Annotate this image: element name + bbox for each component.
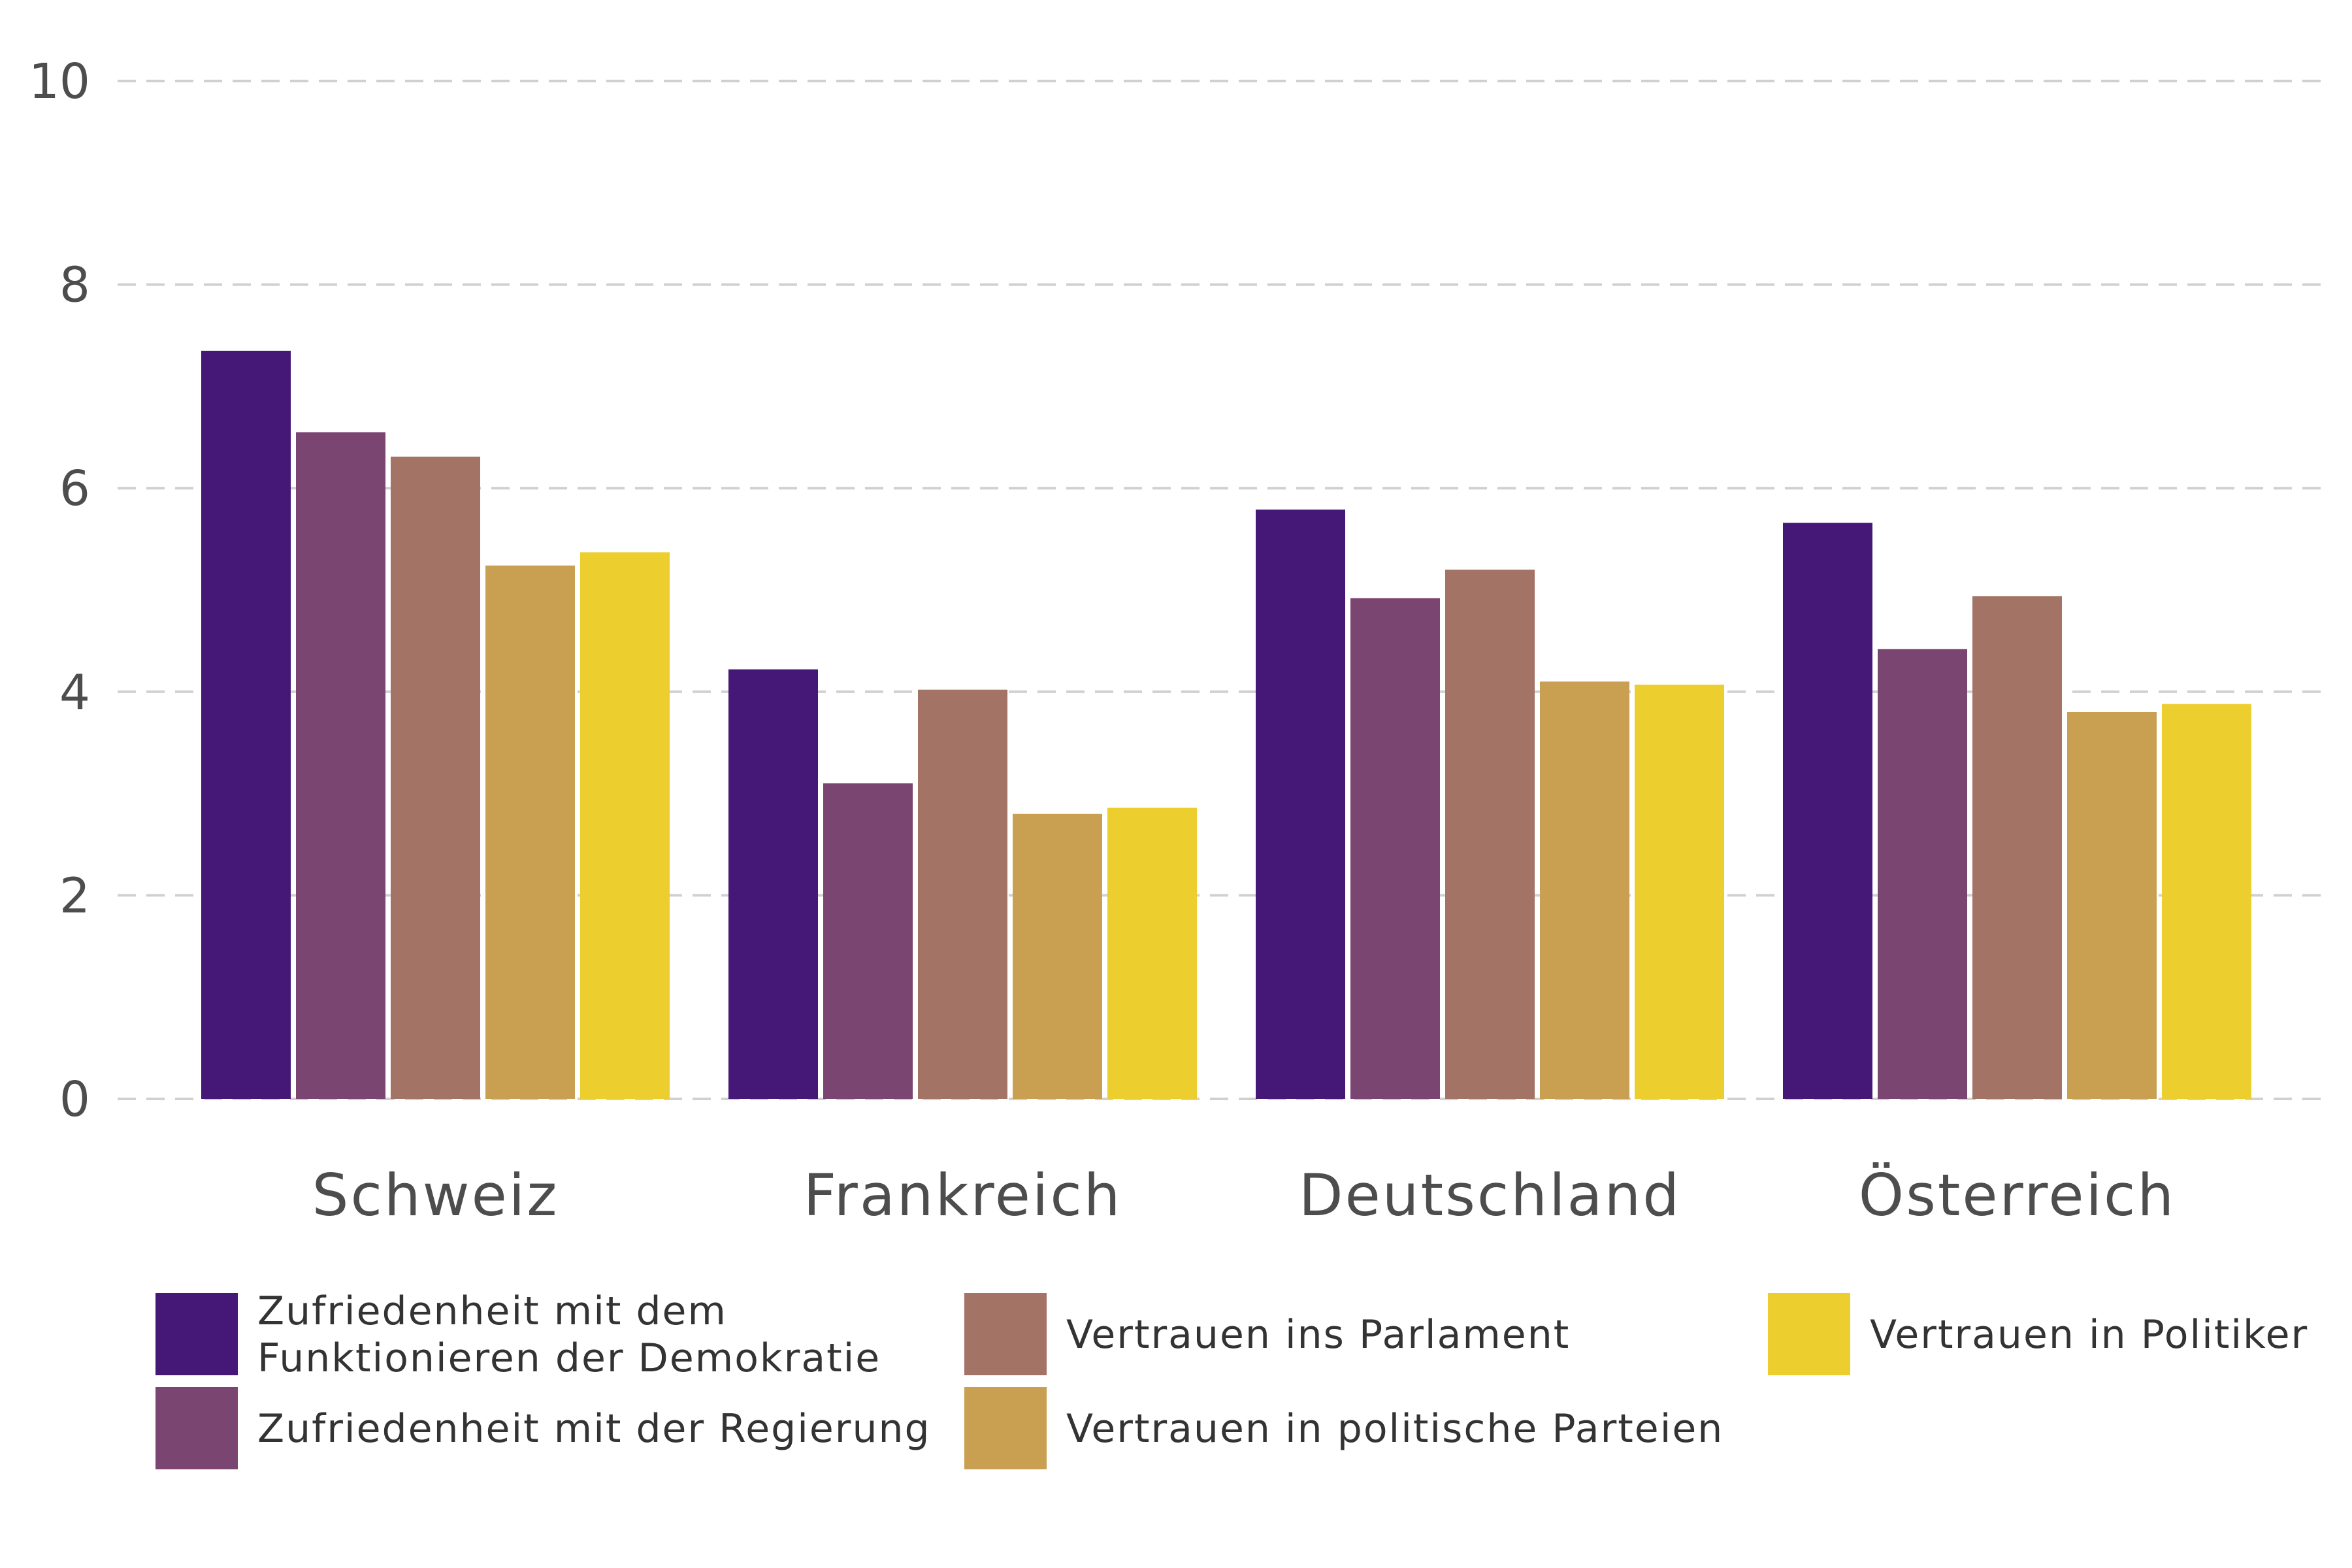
y-tick-label: 2 bbox=[59, 868, 90, 924]
bar-1-1 bbox=[201, 350, 291, 1099]
y-tick-label: 4 bbox=[59, 664, 90, 721]
bar-4-4 bbox=[2067, 711, 2157, 1099]
y-tick-label: 10 bbox=[29, 54, 90, 110]
category-label: Deutschland bbox=[1299, 1162, 1681, 1229]
bar-4-1 bbox=[1783, 523, 1872, 1099]
legend-label: Vertrauen in politische Parteien bbox=[1066, 1406, 1723, 1452]
legend-swatch-4 bbox=[964, 1387, 1047, 1469]
bar-1-3 bbox=[391, 456, 480, 1099]
legend-label: Funktionieren der Demokratie bbox=[257, 1335, 881, 1381]
bar-2-3 bbox=[918, 689, 1007, 1099]
legend-label: Zufriedenheit mit dem bbox=[257, 1288, 727, 1334]
bar-3-3 bbox=[1445, 569, 1535, 1099]
legend-swatch-5 bbox=[1768, 1293, 1850, 1375]
bar-4-2 bbox=[1878, 649, 1967, 1099]
bar-3-2 bbox=[1350, 598, 1440, 1099]
bar-1-5 bbox=[580, 552, 670, 1099]
legend-label: Vertrauen in Politiker bbox=[1870, 1312, 2308, 1358]
bar-1-2 bbox=[296, 432, 385, 1099]
bar-2-1 bbox=[728, 669, 818, 1099]
y-tick-label: 0 bbox=[59, 1071, 90, 1128]
y-tick-label: 8 bbox=[59, 257, 90, 314]
legend-swatch-1 bbox=[155, 1293, 238, 1375]
bar-3-4 bbox=[1540, 681, 1629, 1099]
y-axis-ticks: 0 2 4 6 8 10 bbox=[29, 54, 90, 1128]
category-label: Frankreich bbox=[803, 1162, 1122, 1229]
legend-label: Zufriedenheit mit der Regierung bbox=[257, 1406, 931, 1452]
y-tick-label: 6 bbox=[59, 461, 90, 517]
bar-3-5 bbox=[1635, 684, 1724, 1099]
bar-4-5 bbox=[2162, 704, 2251, 1099]
category-label: Schweiz bbox=[312, 1162, 559, 1229]
bars-layer bbox=[201, 350, 2251, 1099]
bar-2-5 bbox=[1107, 808, 1197, 1099]
legend-label: Vertrauen ins Parlament bbox=[1066, 1312, 1570, 1358]
bar-2-4 bbox=[1013, 813, 1102, 1099]
x-axis-categories: Schweiz Frankreich Deutschland Österreich bbox=[312, 1162, 2176, 1229]
bar-3-1 bbox=[1256, 509, 1345, 1099]
category-label: Österreich bbox=[1859, 1162, 2176, 1229]
bar-1-4 bbox=[485, 565, 575, 1099]
legend-swatch-2 bbox=[155, 1387, 238, 1469]
bar-2-2 bbox=[823, 783, 913, 1099]
legend-swatch-3 bbox=[964, 1293, 1047, 1375]
bar-4-3 bbox=[1972, 596, 2062, 1099]
